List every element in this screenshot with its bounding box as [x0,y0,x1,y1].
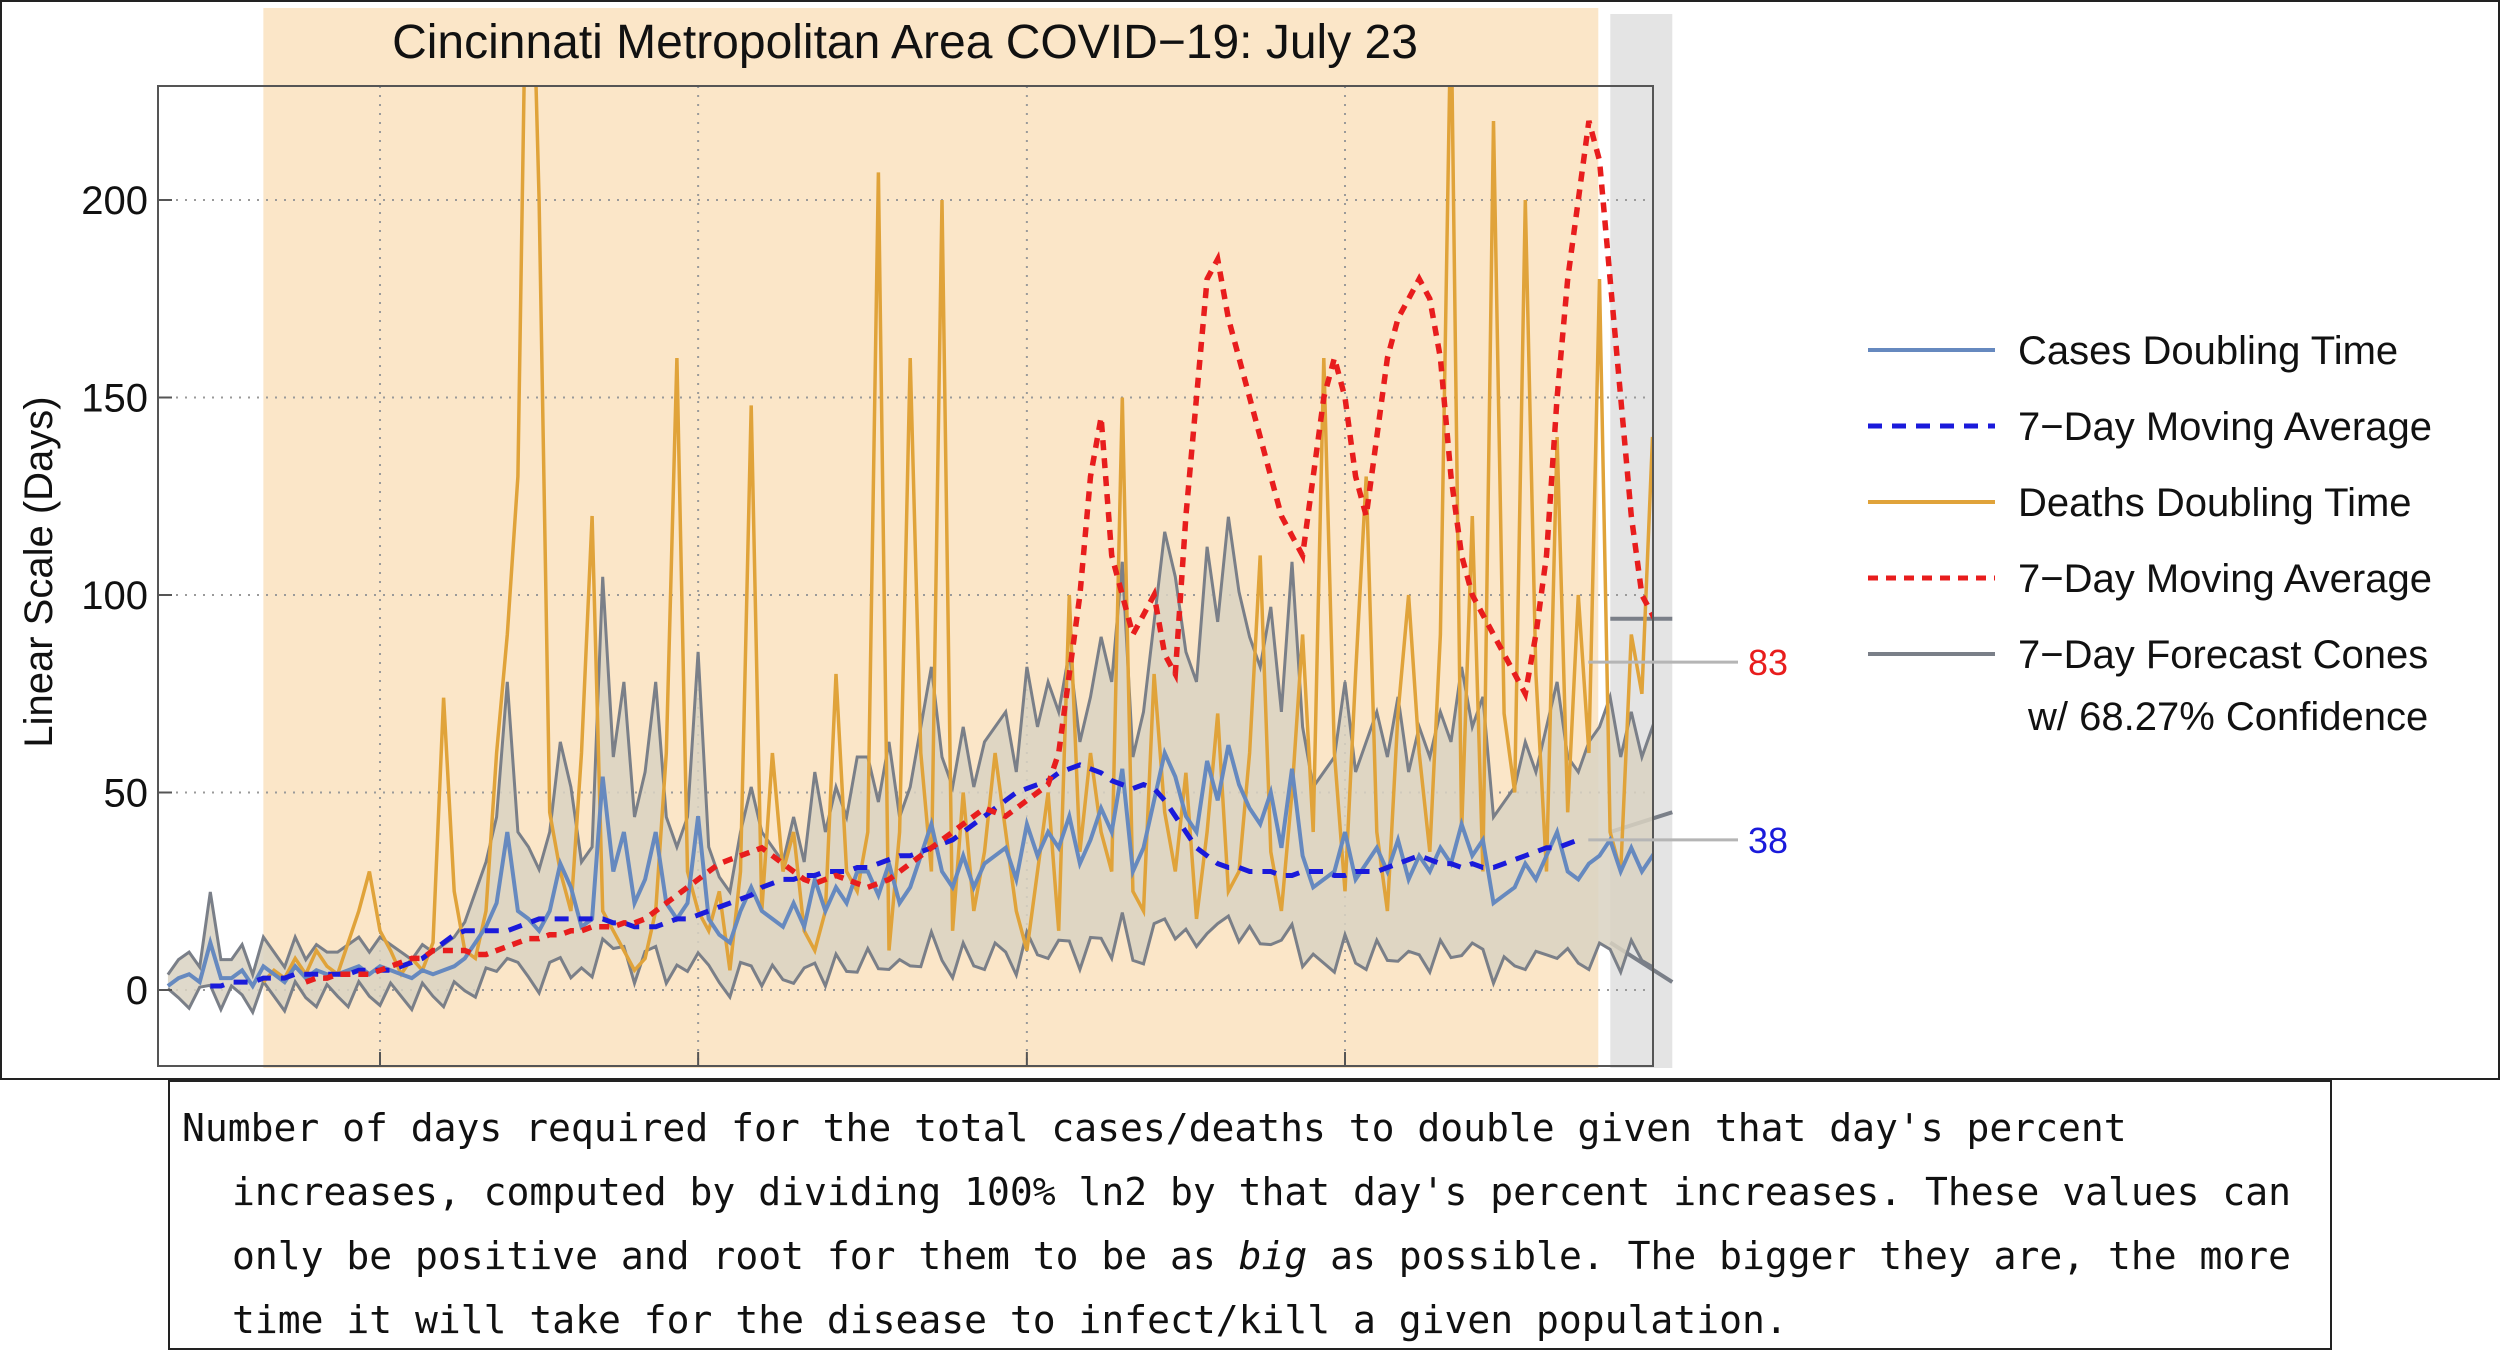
end-label-value: 38 [1748,820,1788,861]
caption-part-2: as possible. The bigger they are, the mo… [232,1234,2292,1342]
legend-label-cone: 7−Day Forecast Cones [2018,633,2428,677]
x-tick-label: Jul [1319,1075,1370,1080]
caption-emphasis: big [1238,1234,1308,1278]
caption-part-1: Number of days required for the total ca… [182,1106,2292,1278]
legend-label-cases: Cases Doubling Time [2018,329,2398,373]
y-tick-label: 100 [81,574,148,618]
series-deaths-line [262,86,1653,984]
y-axis-label: Linear Scale (Days) [17,396,61,747]
chart-title: Cincinnati Metropolitan Area COVID−19: J… [392,16,1418,69]
x-tick-label: Jun [995,1075,1060,1080]
x-tick-label: May [660,1075,736,1080]
plot-frame [157,85,1654,1067]
series-cases-line [166,744,1653,990]
series-deaths-ma-line [304,120,1653,985]
series-layer [166,86,1653,990]
legend-label-deaths_ma: 7−Day Moving Average [2018,557,2432,601]
axes-layer [157,85,1654,1067]
cases-band-lower [166,912,1653,1016]
legend: Cases Doubling Time 7−Day Moving Average D… [1868,329,2432,739]
labels-layer: 0 50 100 150 200 Apr May Jun Jul 83 38 [81,179,1788,1080]
y-tick-label: 0 [126,969,148,1013]
caption-box: Number of days required for the total ca… [168,1080,2332,1350]
y-tick-label: 150 [81,377,148,421]
y-tick-label: 200 [81,179,148,223]
legend-label-deaths: Deaths Doubling Time [2018,481,2412,525]
end-label-value: 83 [1748,642,1788,683]
legend-label-cases_ma: 7−Day Moving Average [2018,405,2432,449]
x-tick-label: Apr [349,1075,411,1080]
y-tick-label: 50 [104,772,149,816]
doubling-time-chart: 0 50 100 150 200 Apr May Jun Jul 83 38 Cases Doubl… [0,0,2500,1080]
caption-text: Number of days required for the total ca… [182,1096,2362,1352]
legend-label-cone-line2: w/ 68.27% Confidence [2027,695,2428,739]
